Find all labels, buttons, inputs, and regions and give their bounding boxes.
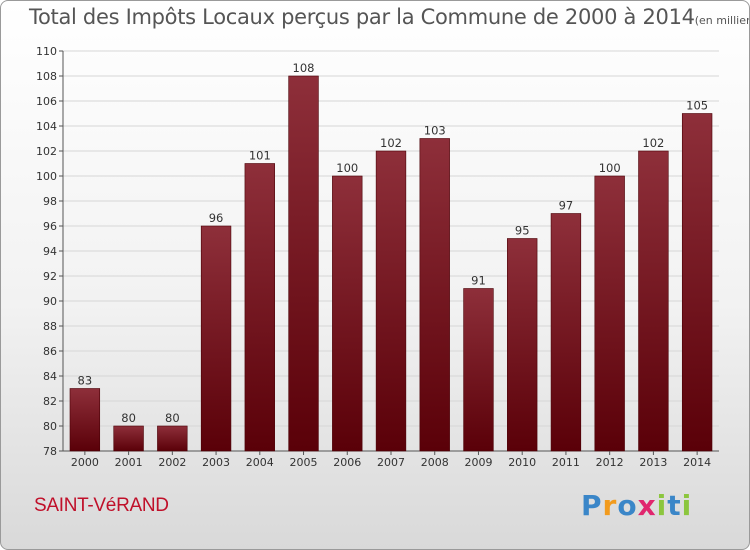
x-tick-label-2007: 2007 <box>377 456 405 469</box>
x-tick-label-2011: 2011 <box>552 456 580 469</box>
brand-letter: o <box>617 489 638 522</box>
x-tick-labels: 2000 2001 2002 2003 2004 2005 2006 2007 2008 2009… <box>71 451 711 469</box>
brand-letter: x <box>637 489 657 522</box>
brand-logo: Proxiti <box>581 487 691 525</box>
x-tick-label-2001: 2001 <box>115 456 143 469</box>
data-label-2002: 80 <box>165 411 180 425</box>
chart-title-text: Total des Impôts Locaux perçus par la Co… <box>29 5 695 29</box>
y-tick-label: 98 <box>43 195 57 208</box>
bar-2010 <box>507 238 538 452</box>
brand-letter: i <box>681 489 693 522</box>
data-label-2005: 108 <box>293 61 315 75</box>
bar-2005 <box>288 75 319 452</box>
bar-2012 <box>594 175 625 452</box>
x-tick-label-2005: 2005 <box>290 456 318 469</box>
x-tick-label-2003: 2003 <box>202 456 230 469</box>
brand-letter: r <box>602 489 618 522</box>
y-tick-label: 106 <box>36 95 57 108</box>
data-label-2014: 105 <box>686 99 708 113</box>
y-tick-label: 108 <box>36 70 57 83</box>
data-label-2001: 80 <box>121 411 136 425</box>
x-tick-label-2002: 2002 <box>158 456 186 469</box>
chart-title: Total des Impôts Locaux perçus par la Co… <box>29 5 749 29</box>
x-tick-label-2009: 2009 <box>464 456 492 469</box>
bar-2006 <box>332 175 363 452</box>
y-tick-label: 110 <box>36 45 57 58</box>
y-tick-labels: 78 80 82 84 86 88 90 92 94 96 98 100 102 104 106 108 110 <box>36 45 57 458</box>
bar-2004 <box>244 163 275 452</box>
data-label-2004: 101 <box>249 149 271 163</box>
x-tick-label-2008: 2008 <box>421 456 449 469</box>
chart-unit: (en milliers d'€) <box>694 14 749 27</box>
brand-letter: i <box>656 489 668 522</box>
x-tick-label-2010: 2010 <box>508 456 536 469</box>
bar-2007 <box>375 150 407 452</box>
data-label-2010: 95 <box>515 224 530 238</box>
data-label-2008: 103 <box>424 124 446 138</box>
y-tick-label: 84 <box>43 370 57 383</box>
x-tick-label-2000: 2000 <box>71 456 99 469</box>
data-label-2013: 102 <box>642 136 664 150</box>
y-tick-label: 82 <box>43 395 57 408</box>
y-tick-label: 90 <box>43 295 57 308</box>
x-tick-label-2006: 2006 <box>333 456 361 469</box>
data-label-2012: 100 <box>599 161 621 175</box>
commune-name: SAINT-VéRAND <box>34 495 169 516</box>
brand-letter: P <box>581 489 603 522</box>
data-label-2003: 96 <box>209 211 224 225</box>
data-label-2009: 91 <box>471 274 486 288</box>
data-labels: 83 80 80 96 101 108 100 102 103 91 95 97 100 102 105 <box>78 61 709 425</box>
y-tick-label: 100 <box>36 170 57 183</box>
x-tick-label-2012: 2012 <box>596 456 624 469</box>
y-tick-label: 86 <box>43 345 57 358</box>
bar-2003 <box>200 225 232 452</box>
bar-2011 <box>550 213 582 452</box>
y-tick-label: 78 <box>43 445 57 458</box>
brand-letter: t <box>667 489 682 522</box>
y-tick-label: 88 <box>43 320 57 333</box>
bar-2009 <box>463 288 494 452</box>
x-tick-label-2004: 2004 <box>246 456 274 469</box>
bar-2008 <box>419 138 450 452</box>
bar-2002 <box>157 425 188 452</box>
y-tick-label: 92 <box>43 270 57 283</box>
bar-2013 <box>638 150 669 452</box>
y-tick-label: 102 <box>36 145 57 158</box>
bars <box>69 75 713 452</box>
data-label-2006: 100 <box>336 161 358 175</box>
y-tick-label: 104 <box>36 120 57 133</box>
data-label-2000: 83 <box>78 374 93 388</box>
x-tick-label-2013: 2013 <box>639 456 667 469</box>
y-tick-label: 80 <box>43 420 57 433</box>
y-tick-label: 94 <box>43 245 57 258</box>
data-label-2007: 102 <box>380 136 402 150</box>
bar-2001 <box>113 425 144 452</box>
bar-2000 <box>69 388 101 452</box>
data-label-2011: 97 <box>559 199 574 213</box>
bar-2014 <box>681 113 713 452</box>
y-tick-label: 96 <box>43 220 57 233</box>
x-tick-label-2014: 2014 <box>683 456 711 469</box>
